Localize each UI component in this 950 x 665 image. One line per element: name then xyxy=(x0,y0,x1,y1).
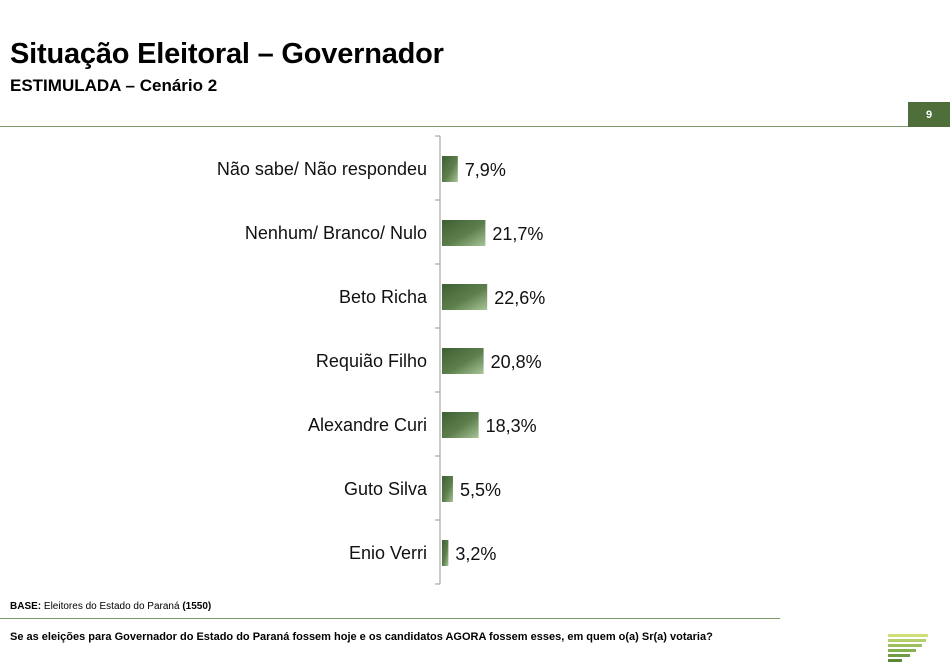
labels-group: Não sabe/ Não respondeu 7,9% Nenhum/ Branc… xyxy=(217,159,545,564)
category-label: Guto Silva xyxy=(344,479,428,499)
page-number-badge: 9 xyxy=(908,102,950,127)
bar xyxy=(442,284,488,310)
category-label: Requião Filho xyxy=(316,351,427,371)
bar xyxy=(442,540,449,566)
header-divider xyxy=(0,126,950,127)
bar xyxy=(442,412,479,438)
bar xyxy=(442,476,453,502)
category-label: Alexandre Curi xyxy=(308,415,427,435)
value-label: 20,8% xyxy=(491,352,542,372)
bar-chart: Não sabe/ Não respondeu 7,9% Nenhum/ Branc… xyxy=(217,135,545,585)
base-label: BASE: xyxy=(10,601,42,612)
survey-question: Se as eleições para Governador do Estado… xyxy=(10,631,713,643)
value-label: 18,3% xyxy=(486,416,537,436)
bar xyxy=(442,348,484,374)
value-label: 21,7% xyxy=(492,224,543,244)
value-label: 5,5% xyxy=(460,480,501,500)
base-note: BASE: Eleitores do Estado do Paraná (155… xyxy=(10,601,211,612)
bar xyxy=(442,220,486,246)
page-title: Situação Eleitoral – Governador xyxy=(10,38,444,70)
bars-group xyxy=(442,156,488,566)
category-label: Beto Richa xyxy=(339,287,428,307)
value-label: 3,2% xyxy=(455,544,496,564)
category-label: Nenhum/ Branco/ Nulo xyxy=(245,223,427,243)
company-logo-icon xyxy=(888,634,928,662)
base-text: Eleitores do Estado do Paraná xyxy=(43,601,180,612)
bar xyxy=(442,156,458,182)
category-label: Enio Verri xyxy=(349,543,427,563)
value-label: 22,6% xyxy=(494,288,545,308)
category-axis xyxy=(435,135,441,585)
footer-divider xyxy=(0,618,780,619)
value-label: 7,9% xyxy=(465,160,506,180)
page-subtitle: ESTIMULADA – Cenário 2 xyxy=(10,76,218,95)
base-count: (1550) xyxy=(182,601,212,612)
category-label: Não sabe/ Não respondeu xyxy=(217,159,427,179)
